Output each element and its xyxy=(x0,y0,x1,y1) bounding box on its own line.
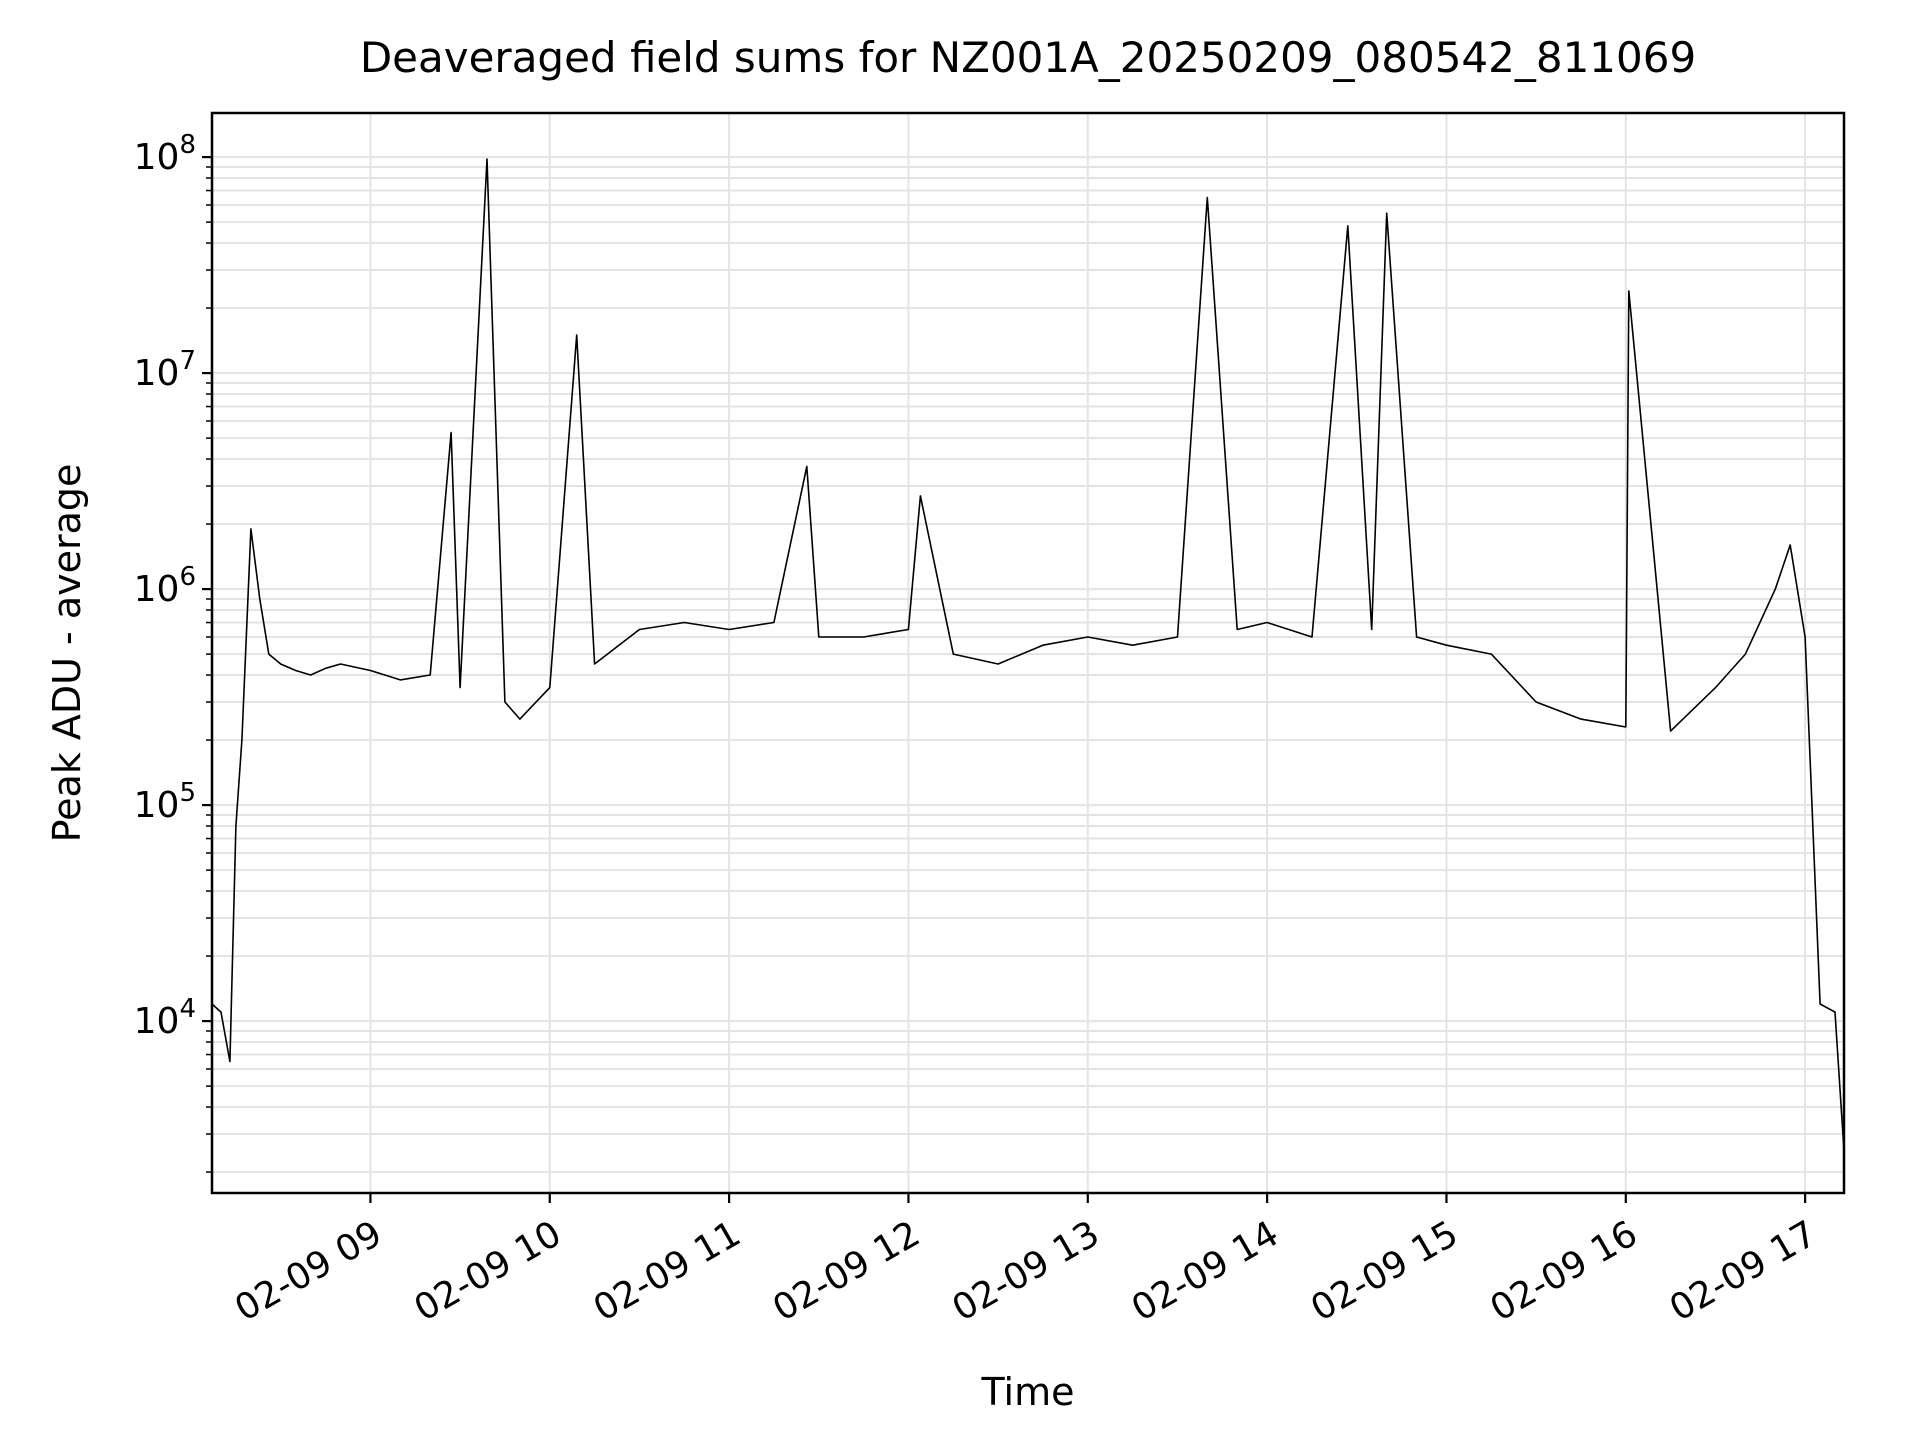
y-tick-label: 107 xyxy=(134,346,196,394)
y-axis-label: Peak ADU - average xyxy=(45,464,89,843)
series-line xyxy=(211,158,1845,1152)
y-tick-label: 105 xyxy=(134,778,196,826)
x-axis-label: Time xyxy=(981,1370,1075,1414)
y-tick-label: 106 xyxy=(134,562,196,610)
grid xyxy=(212,113,1844,1193)
y-axis: 104 105 106 107 108 xyxy=(134,130,212,1173)
y-tick-label: 104 xyxy=(134,994,196,1042)
plot-frame xyxy=(210,111,1846,1195)
chart-title: Deaveraged field sums for NZ001A_2025020… xyxy=(360,33,1696,82)
y-tick-label: 108 xyxy=(134,130,196,178)
data-series xyxy=(211,158,1845,1152)
